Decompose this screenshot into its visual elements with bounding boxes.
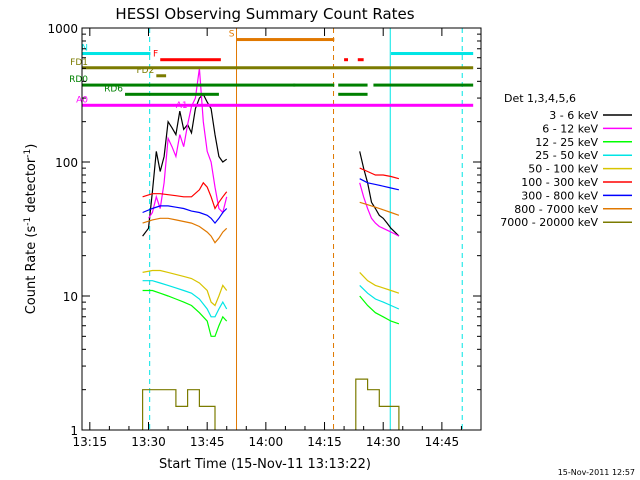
flag-bar-rd6-0 <box>125 92 219 96</box>
x-tick-label-14-30: 14:30 <box>366 435 401 449</box>
flag-s: S <box>229 30 335 42</box>
y-tick-label-10: 10 <box>63 290 78 304</box>
series-100-300-kev <box>142 167 400 210</box>
series-line-3-6-kev-1 <box>359 151 400 237</box>
flag-bar-f-0 <box>160 58 221 62</box>
series-12-25-kev <box>142 289 400 337</box>
legend-item-50-100-kev: 50 - 100 keV <box>528 163 632 176</box>
series-line-300-800-kev-1 <box>359 178 400 191</box>
series-800-7000-kev <box>142 201 400 244</box>
legend-label-800-7000-kev: 800 - 7000 keV <box>514 203 598 216</box>
flag-label-rd6: RD6 <box>104 84 123 94</box>
x-tick-label-13-45: 13:45 <box>190 435 225 449</box>
flag-fd2: FD2 <box>136 66 167 78</box>
legend-title: Det 1,3,4,5,6 <box>504 92 576 105</box>
legend-item-25-50-kev: 25 - 50 keV <box>535 149 632 162</box>
legend-label-50-100-kev: 50 - 100 keV <box>528 163 598 176</box>
series-line-12-25-kev-0 <box>142 289 228 337</box>
legend-item-12-25-kev: 12 - 25 keV <box>535 136 632 149</box>
series-line-50-100-kev-1 <box>359 271 400 294</box>
flag-bar-rd6-1 <box>338 92 368 96</box>
series-line-100-300-kev-1 <box>359 167 400 180</box>
flag-a1: A1 <box>176 101 188 111</box>
flag-rd0: RD0 <box>69 75 474 87</box>
legend-label-7000-20000-kev: 7000 - 20000 keV <box>500 216 598 229</box>
x-tick-label-14-15: 14:15 <box>307 435 342 449</box>
series-line-12-25-kev-1 <box>359 295 400 325</box>
y-tick-label-100: 100 <box>55 156 78 170</box>
flag-bar-a0-0 <box>82 103 474 107</box>
flag-bar-f-1 <box>344 58 348 62</box>
footer-timestamp: 15-Nov-2011 12:57 <box>558 468 635 477</box>
y-tick-label-1: 1 <box>70 424 78 438</box>
flag-bar-rd0-0 <box>82 83 335 87</box>
series-line-7000-20000-kev-0 <box>142 389 216 430</box>
series-line-3-6-kev-0 <box>142 93 228 237</box>
flag-label-rd0: RD0 <box>69 75 88 85</box>
legend-item-3-6-kev: 3 - 6 keV <box>549 109 632 122</box>
flag-label-f: F <box>153 50 158 60</box>
y-tick-label-1000: 1000 <box>47 22 78 36</box>
legend-item-6-12-kev: 6 - 12 keV <box>542 122 632 135</box>
series-line-300-800-kev-0 <box>142 205 228 225</box>
flag-rd6: RD6 <box>104 84 368 96</box>
series-line-7000-20000-kev-1 <box>355 378 400 430</box>
series-line-100-300-kev-0 <box>142 181 228 210</box>
flag-bar-rd0-3 <box>373 83 474 87</box>
series-line-50-100-kev-0 <box>142 269 228 307</box>
x-tick-label-13-15: 13:15 <box>73 435 108 449</box>
series-300-800-kev <box>142 178 400 225</box>
legend-item-7000-20000-kev: 7000 - 20000 keV <box>500 216 632 229</box>
flag-bar-n-1 <box>391 52 474 56</box>
legend-label-3-6-kev: 3 - 6 keV <box>549 109 598 122</box>
x-tick-label-14-00: 14:00 <box>249 435 284 449</box>
flag-label-fd2: FD2 <box>136 66 154 76</box>
flag-n: N <box>81 44 474 56</box>
flag-label-a1: A1 <box>176 101 188 111</box>
series-line-25-50-kev-1 <box>359 284 400 310</box>
y-axis-label: Count Rate (s-1 detector-1) <box>23 144 39 315</box>
series-3-6-kev <box>142 93 400 237</box>
flag-label-fd1: FD1 <box>70 58 88 68</box>
series-7000-20000-kev <box>142 378 400 430</box>
series-line-800-7000-kev-0 <box>142 217 228 244</box>
legend-item-800-7000-kev: 800 - 7000 keV <box>514 203 632 216</box>
plot-frame <box>81 27 482 431</box>
flag-bar-fd2-0 <box>156 74 167 78</box>
flag-bar-fd1-0 <box>82 66 474 70</box>
series-line-6-12-kev-1 <box>359 182 400 237</box>
flag-bar-f-2 <box>357 58 364 62</box>
legend-label-6-12-kev: 6 - 12 keV <box>542 122 598 135</box>
series-line-800-7000-kev-1 <box>359 201 400 216</box>
flag-bar-n-0 <box>82 52 151 56</box>
x-tick-label-14-45: 14:45 <box>425 435 460 449</box>
legend-label-100-300-kev: 100 - 300 keV <box>521 176 598 189</box>
flag-bar-s-0 <box>236 38 335 42</box>
series-50-100-kev <box>142 269 400 307</box>
legend-label-12-25-kev: 12 - 25 keV <box>535 136 598 149</box>
legend-item-100-300-kev: 100 - 300 keV <box>521 176 632 189</box>
flag-bar-rd0-1 <box>293 83 296 87</box>
legend-label-25-50-kev: 25 - 50 keV <box>535 149 598 162</box>
flag-bar-rd0-2 <box>338 83 368 87</box>
flag-a0: A0 <box>76 95 474 107</box>
flag-f: F <box>153 50 364 62</box>
x-tick-label-13-30: 13:30 <box>131 435 166 449</box>
series-line-25-50-kev-0 <box>142 280 228 318</box>
flag-fd1: FD1 <box>70 58 474 70</box>
series-25-50-kev <box>142 280 400 318</box>
legend-label-300-800-kev: 300 - 800 keV <box>521 189 598 202</box>
legend-item-300-800-kev: 300 - 800 keV <box>521 189 632 202</box>
series-line-6-12-kev-0 <box>148 68 228 219</box>
flag-label-s: S <box>229 30 235 40</box>
chart-title: HESSI Observing Summary Count Rates <box>115 5 414 23</box>
x-axis-label: Start Time (15-Nov-11 13:13:22) <box>159 457 371 472</box>
